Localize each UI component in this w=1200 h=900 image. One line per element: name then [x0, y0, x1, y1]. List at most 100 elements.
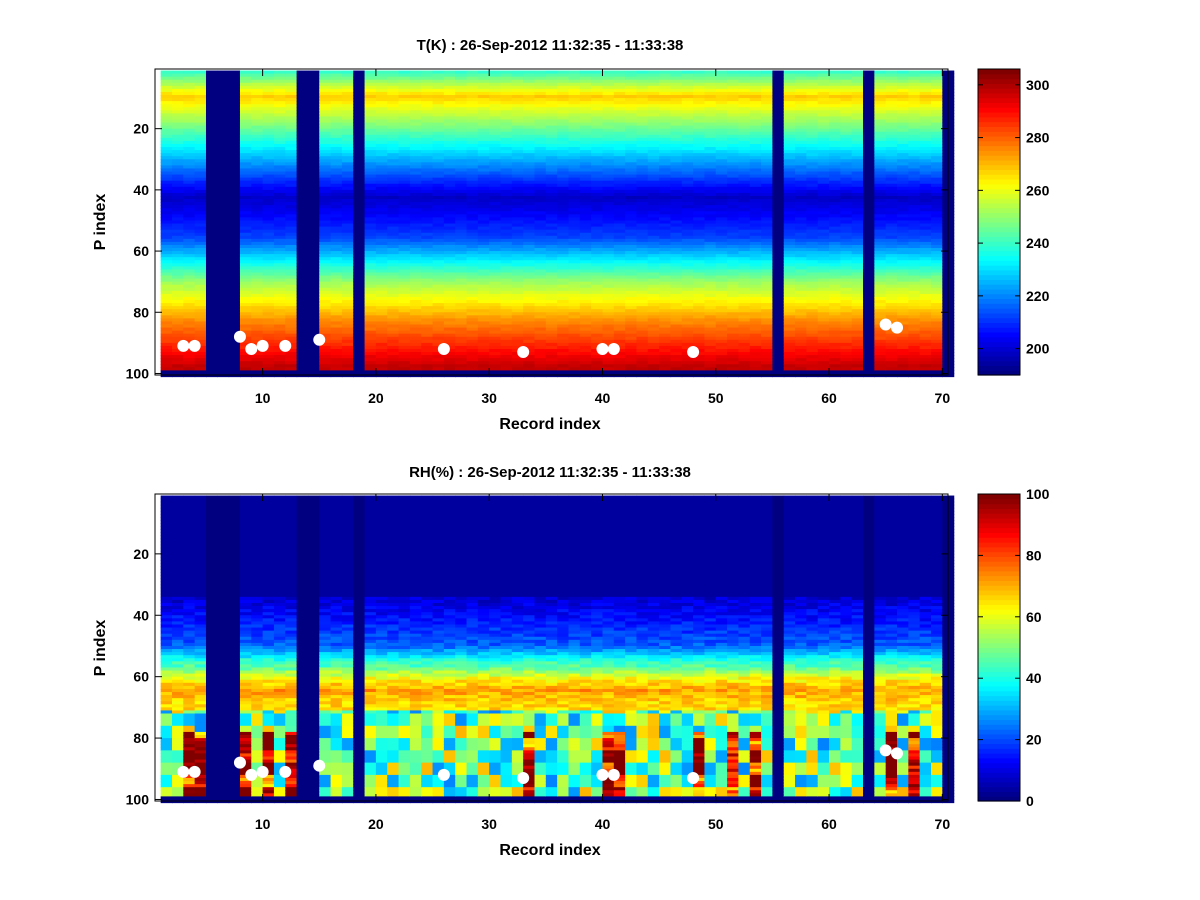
- heatmap-cell: [194, 156, 207, 160]
- heatmap-cell: [455, 263, 468, 267]
- heatmap-cell: [511, 241, 524, 246]
- heatmap-cell: [455, 348, 468, 353]
- heatmap-cell: [285, 330, 298, 335]
- heatmap-cell: [647, 312, 660, 316]
- heatmap-cell: [183, 131, 196, 136]
- heatmap-cell: [477, 104, 490, 108]
- heatmap-cell: [341, 156, 354, 160]
- heatmap-cell: [659, 226, 672, 231]
- heatmap-cell: [273, 107, 286, 111]
- heatmap-cell: [285, 345, 298, 350]
- heatmap-cell: [228, 189, 241, 194]
- heatmap-cell: [625, 82, 638, 87]
- heatmap-cell: [545, 290, 558, 295]
- heatmap-cell: [353, 296, 366, 301]
- heatmap-cell: [307, 88, 320, 93]
- heatmap-cell: [523, 156, 536, 160]
- heatmap-cell: [364, 263, 377, 267]
- heatmap-cell: [466, 122, 479, 127]
- heatmap-cell: [636, 159, 649, 163]
- heatmap-cell: [341, 318, 354, 323]
- heatmap-cell: [239, 205, 252, 209]
- heatmap-cell: [364, 232, 377, 237]
- heatmap-cell: [455, 91, 468, 96]
- heatmap-cell: [307, 153, 320, 157]
- heatmap-cell: [228, 254, 241, 258]
- heatmap-cell: [353, 186, 366, 191]
- heatmap-cell: [466, 269, 479, 274]
- heatmap-cell: [353, 113, 366, 118]
- heatmap-cell: [579, 208, 592, 212]
- heatmap-cell: [500, 238, 513, 243]
- heatmap-cell: [511, 257, 524, 261]
- heatmap-cell: [523, 76, 536, 81]
- heatmap-cell: [613, 113, 626, 118]
- heatmap-cell: [319, 73, 332, 78]
- heatmap-cell: [421, 162, 434, 166]
- heatmap-cell: [285, 370, 298, 375]
- heatmap-cell: [455, 150, 468, 154]
- heatmap-cell: [545, 269, 558, 274]
- heatmap-cell: [330, 199, 343, 203]
- heatmap-cell: [319, 122, 332, 127]
- heatmap-cell: [171, 192, 184, 197]
- heatmap-cell: [579, 370, 592, 375]
- heatmap-cell: [545, 272, 558, 277]
- heatmap-cell: [477, 199, 490, 203]
- heatmap-cell: [296, 324, 309, 329]
- heatmap-cell: [183, 104, 196, 108]
- heatmap-cell: [523, 128, 536, 133]
- heatmap-cell: [636, 186, 649, 191]
- heatmap-cell: [160, 128, 173, 133]
- heatmap-cell: [398, 140, 411, 145]
- heatmap-cell: [319, 162, 332, 166]
- heatmap-cell: [421, 171, 434, 176]
- heatmap-cell: [273, 183, 286, 188]
- heatmap-cell: [228, 223, 241, 228]
- heatmap-cell: [613, 183, 626, 188]
- heatmap-cell: [477, 290, 490, 295]
- heatmap-cell: [217, 284, 230, 289]
- heatmap-cell: [477, 177, 490, 182]
- heatmap-cell: [523, 290, 536, 295]
- heatmap-cell: [693, 290, 706, 295]
- heatmap-cell: [228, 180, 241, 185]
- heatmap-cell: [375, 95, 388, 99]
- heatmap-cell: [273, 208, 286, 212]
- heatmap-cell: [387, 339, 400, 344]
- heatmap-cell: [511, 339, 524, 344]
- heatmap-cell: [273, 189, 286, 194]
- heatmap-cell: [534, 232, 547, 237]
- heatmap-cell: [613, 281, 626, 286]
- heatmap-cell: [670, 104, 683, 108]
- heatmap-cell: [511, 153, 524, 157]
- heatmap-cell: [670, 223, 683, 228]
- heatmap-cell: [591, 269, 604, 274]
- heatmap-cell: [523, 82, 536, 87]
- heatmap-cell: [557, 254, 570, 258]
- heatmap-cell: [455, 327, 468, 332]
- heatmap-cell: [341, 223, 354, 228]
- heatmap-cell: [307, 318, 320, 323]
- heatmap-cell: [432, 189, 445, 194]
- heatmap-cell: [307, 189, 320, 194]
- heatmap-cell: [557, 318, 570, 323]
- heatmap-cell: [341, 348, 354, 353]
- heatmap-cell: [319, 312, 332, 316]
- heatmap-cell: [534, 260, 547, 264]
- heatmap-cell: [568, 205, 581, 209]
- heatmap-cell: [160, 125, 173, 130]
- heatmap-cell: [545, 104, 558, 108]
- heatmap-cell: [500, 76, 513, 81]
- heatmap-cell: [341, 244, 354, 249]
- heatmap-cell: [183, 168, 196, 173]
- heatmap-cell: [194, 183, 207, 188]
- heatmap-cell: [319, 254, 332, 258]
- heatmap-cell: [500, 211, 513, 215]
- heatmap-cell: [670, 79, 683, 84]
- heatmap-cell: [217, 281, 230, 286]
- heatmap-cell: [455, 119, 468, 124]
- heatmap-cell: [262, 76, 275, 81]
- heatmap-cell: [489, 150, 502, 154]
- heatmap-cell: [693, 266, 706, 271]
